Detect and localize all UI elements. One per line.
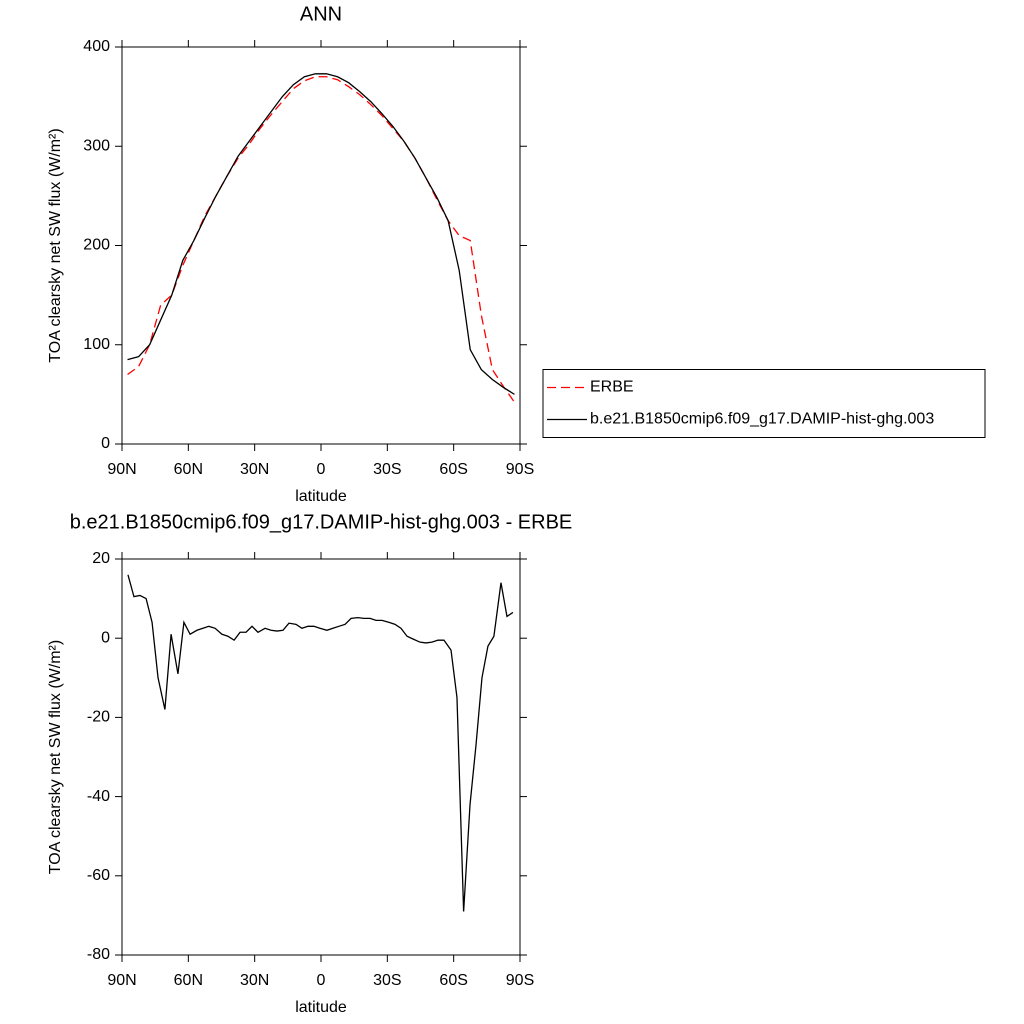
y-tick-label: 400: [83, 38, 110, 55]
chart-title: ANN: [300, 3, 342, 25]
x-tick-label: 0: [317, 972, 326, 989]
y-axis-label: TOA clearsky net SW flux (W/m²): [47, 128, 64, 362]
x-tick-label: 30N: [240, 972, 269, 989]
data-line: [127, 73, 515, 395]
y-tick-label: -40: [87, 788, 110, 805]
x-tick-label: 0: [317, 461, 326, 478]
x-tick-label: 90N: [107, 972, 136, 989]
y-tick-label: 200: [83, 237, 110, 254]
data-line: [127, 76, 516, 403]
y-tick-label: 100: [83, 336, 110, 353]
x-axis-label: latitude: [295, 488, 347, 505]
data-line: [127, 574, 514, 912]
legend-box: [542, 369, 986, 438]
x-axis-label: latitude: [295, 999, 347, 1016]
y-axis-label: TOA clearsky net SW flux (W/m²): [47, 640, 64, 874]
x-tick-label: 60N: [174, 461, 203, 478]
x-tick-label: 30N: [240, 461, 269, 478]
y-tick-label: 300: [83, 137, 110, 154]
y-tick-label: 0: [101, 435, 110, 452]
y-tick-label: 20: [92, 550, 110, 567]
x-tick-label: 30S: [373, 972, 401, 989]
legend-label: ERBE: [590, 379, 634, 396]
y-tick-label: 0: [101, 629, 110, 646]
y-tick-label: -60: [87, 867, 110, 884]
plot-frame: [121, 46, 521, 445]
plot-frame: [121, 558, 521, 956]
x-tick-label: 60S: [439, 972, 467, 989]
legend: ERBE b.e21.B1850cmip6.f09_g17.DAMIP-hist-…: [542, 369, 986, 438]
chart-title: b.e21.B1850cmip6.f09_g17.DAMIP-hist-ghg.…: [70, 511, 573, 533]
x-tick-label: 90S: [506, 972, 534, 989]
x-tick-label: 60N: [174, 972, 203, 989]
y-tick-label: -20: [87, 709, 110, 726]
x-tick-label: 90N: [107, 461, 136, 478]
x-tick-label: 60S: [439, 461, 467, 478]
x-tick-label: 90S: [506, 461, 534, 478]
legend-label: b.e21.B1850cmip6.f09_g17.DAMIP-hist-ghg.…: [590, 411, 934, 428]
y-tick-label: -80: [87, 946, 110, 963]
x-tick-label: 30S: [373, 461, 401, 478]
